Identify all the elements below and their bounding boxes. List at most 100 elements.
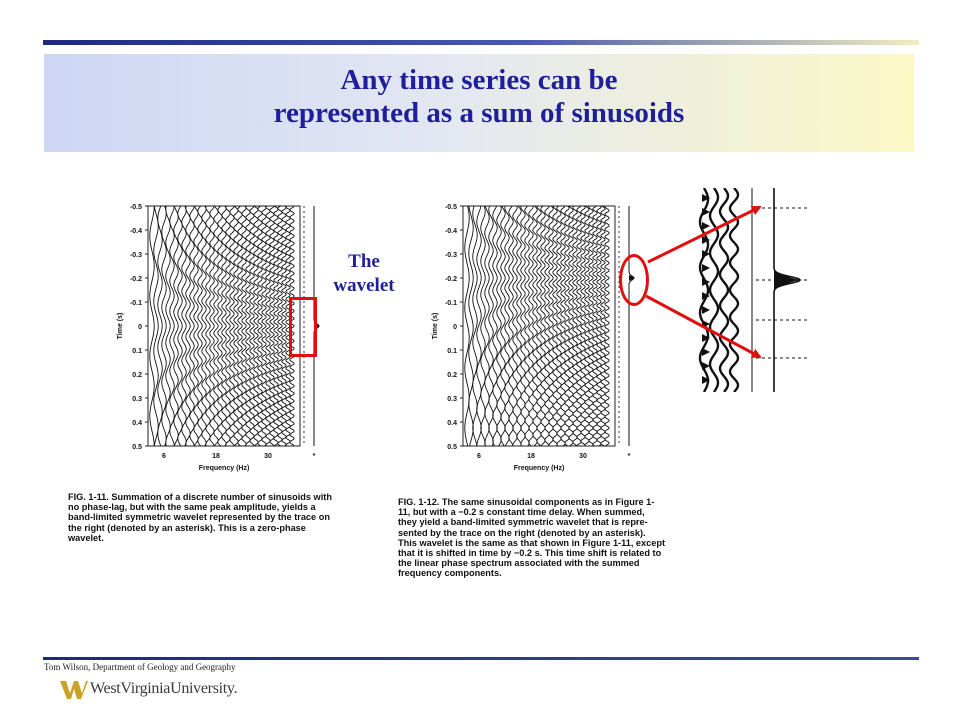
zoom-triangle-mark: [702, 376, 710, 384]
left-y-tick-label: -0.4: [130, 228, 142, 235]
right-y-tick-label: -0.5: [445, 204, 457, 211]
left-x-axis-label: Frequency (Hz): [199, 465, 250, 472]
left-sinusoid-trace: [257, 205, 263, 447]
right-sinusoid-trace: [580, 205, 586, 447]
left-sinusoid-trace: [169, 205, 175, 447]
left-y-tick-label: 0: [138, 324, 142, 331]
left-sinusoid-trace: [277, 205, 283, 447]
left-sinusoid-trace: [241, 205, 247, 447]
slide-title-line-1: Any time series can be: [340, 64, 618, 96]
slide-title-line-2: represented as a sum of sinusoids: [273, 97, 685, 129]
right-summed-wavelet: [628, 206, 635, 446]
right-sinusoid-trace: [496, 205, 502, 447]
left-sinusoid-trace: [197, 205, 203, 447]
right-sinusoid-trace: [504, 205, 510, 447]
right-sinusoid-trace: [476, 205, 482, 447]
zoom-triangle-mark: [702, 236, 710, 244]
wvu-logo: WestVirginiaUniversity.: [60, 677, 238, 703]
left-sinusoid-trace: [189, 205, 195, 447]
left-sinusoid-trace: [149, 205, 155, 447]
right-y-tick-label: 0.5: [447, 444, 457, 451]
right-y-tick-label: 0: [453, 324, 457, 331]
left-sinusoid-trace: [229, 205, 235, 447]
right-sinusoid-trace: [524, 205, 530, 447]
left-sinusoid-trace: [165, 205, 171, 447]
left-sinusoid-trace: [225, 205, 231, 447]
highlight-box: [289, 297, 317, 357]
right-sinusoid-trace: [484, 205, 490, 447]
right-sinusoid-trace: [564, 205, 570, 447]
left-sinusoid-trace: [181, 205, 187, 447]
footer-credit: Tom Wilson, Department of Geology and Ge…: [44, 662, 236, 672]
right-x-tick-label: *: [628, 453, 631, 460]
left-y-tick-label: 0.1: [132, 348, 142, 355]
right-sinusoid-trace: [572, 205, 578, 447]
left-x-tick-label: *: [313, 453, 316, 460]
zoom-triangle-mark: [702, 334, 710, 342]
left-sinusoid-trace: [185, 205, 191, 447]
left-sinusoid-trace: [265, 205, 271, 447]
figure-delayed: -0.5 -0.4 -0.3 -0.2 -0.1 0 0.1 0.2 0.3 0.4 0.5 Time…: [432, 204, 635, 472]
zoom-triangle-mark: [702, 306, 710, 314]
right-sinusoid-trace: [536, 205, 542, 447]
right-y-tick-label: -0.3: [445, 252, 457, 259]
left-sinusoid-trace: [281, 205, 287, 447]
right-sinusoid-trace: [568, 205, 574, 447]
left-y-tick-label: 0.5: [132, 444, 142, 451]
right-sinusoid-trace: [592, 205, 598, 447]
right-sinusoid-trace: [512, 205, 518, 447]
left-sinusoid-trace: [249, 205, 255, 447]
left-y-tick-label: 0.3: [132, 396, 142, 403]
right-y-tick-label: 0.4: [447, 420, 457, 427]
zoom-triangle-mark: [702, 194, 710, 202]
left-sinusoid-trace: [217, 205, 223, 447]
left-y-axis-label: Time (s): [117, 313, 124, 340]
left-sinusoid-trace: [209, 205, 215, 447]
zoom-triangle-mark: [702, 264, 710, 272]
right-sinusoid-trace: [584, 205, 590, 447]
zoom-triangle-mark: [702, 222, 710, 230]
right-y-tick-label: 0.2: [447, 372, 457, 379]
right-sinusoid-trace: [596, 205, 602, 447]
left-x-tick-label: 6: [162, 453, 166, 460]
zoom-sinusoid-trace: [718, 188, 730, 392]
zoom-triangle-mark: [702, 362, 710, 370]
left-sinusoid-trace: [253, 205, 259, 447]
left-sinusoid-trace: [273, 205, 279, 447]
right-sinusoid-trace: [600, 205, 606, 447]
wvu-flying-wv-icon: [60, 681, 88, 699]
right-sinusoid-trace: [480, 205, 486, 447]
logo-wordmark: WestVirginiaUniversity.: [90, 680, 238, 697]
left-sinusoid-trace: [289, 205, 295, 447]
left-y-tick-label: 0.2: [132, 372, 142, 379]
left-sinusoid-trace: [153, 205, 159, 447]
right-sinusoid-trace: [468, 205, 474, 447]
caption-fig-1-11: FIG. 1-11. Summation of a discrete numbe…: [68, 492, 332, 543]
right-sinusoid-trace: [516, 205, 522, 447]
zoom-triangle-mark: [702, 208, 710, 216]
right-x-tick-label: 6: [477, 453, 481, 460]
left-sinusoid-trace: [177, 205, 183, 447]
left-y-tick-label: -0.2: [130, 276, 142, 283]
left-sinusoid-trace: [205, 205, 211, 447]
zoom-sinusoid-trace: [708, 188, 720, 392]
right-sinusoid-trace: [552, 205, 558, 447]
left-sinusoid-trace: [201, 205, 207, 447]
left-y-tick-label: -0.5: [130, 204, 142, 211]
zoomed-wavelet-inset: [698, 188, 808, 392]
zoom-triangle-mark: [702, 292, 710, 300]
left-sinusoid-trace: [173, 205, 179, 447]
right-sinusoid-trace: [464, 205, 470, 447]
right-sinusoid-trace: [544, 205, 550, 447]
right-sinusoid-trace: [532, 205, 538, 447]
top-rule: [43, 40, 919, 45]
right-x-tick-label: 18: [527, 453, 535, 460]
right-y-tick-label: -0.1: [445, 300, 457, 307]
left-sinusoid-trace: [261, 205, 267, 447]
left-sinusoid-trace: [213, 205, 219, 447]
left-sinusoid-trace: [161, 205, 167, 447]
left-y-tick-label: 0.4: [132, 420, 142, 427]
wavelet-label: The wavelet: [322, 250, 406, 298]
caption-fig-1-12: FIG. 1-12. The same sinusoidal component…: [398, 497, 666, 579]
